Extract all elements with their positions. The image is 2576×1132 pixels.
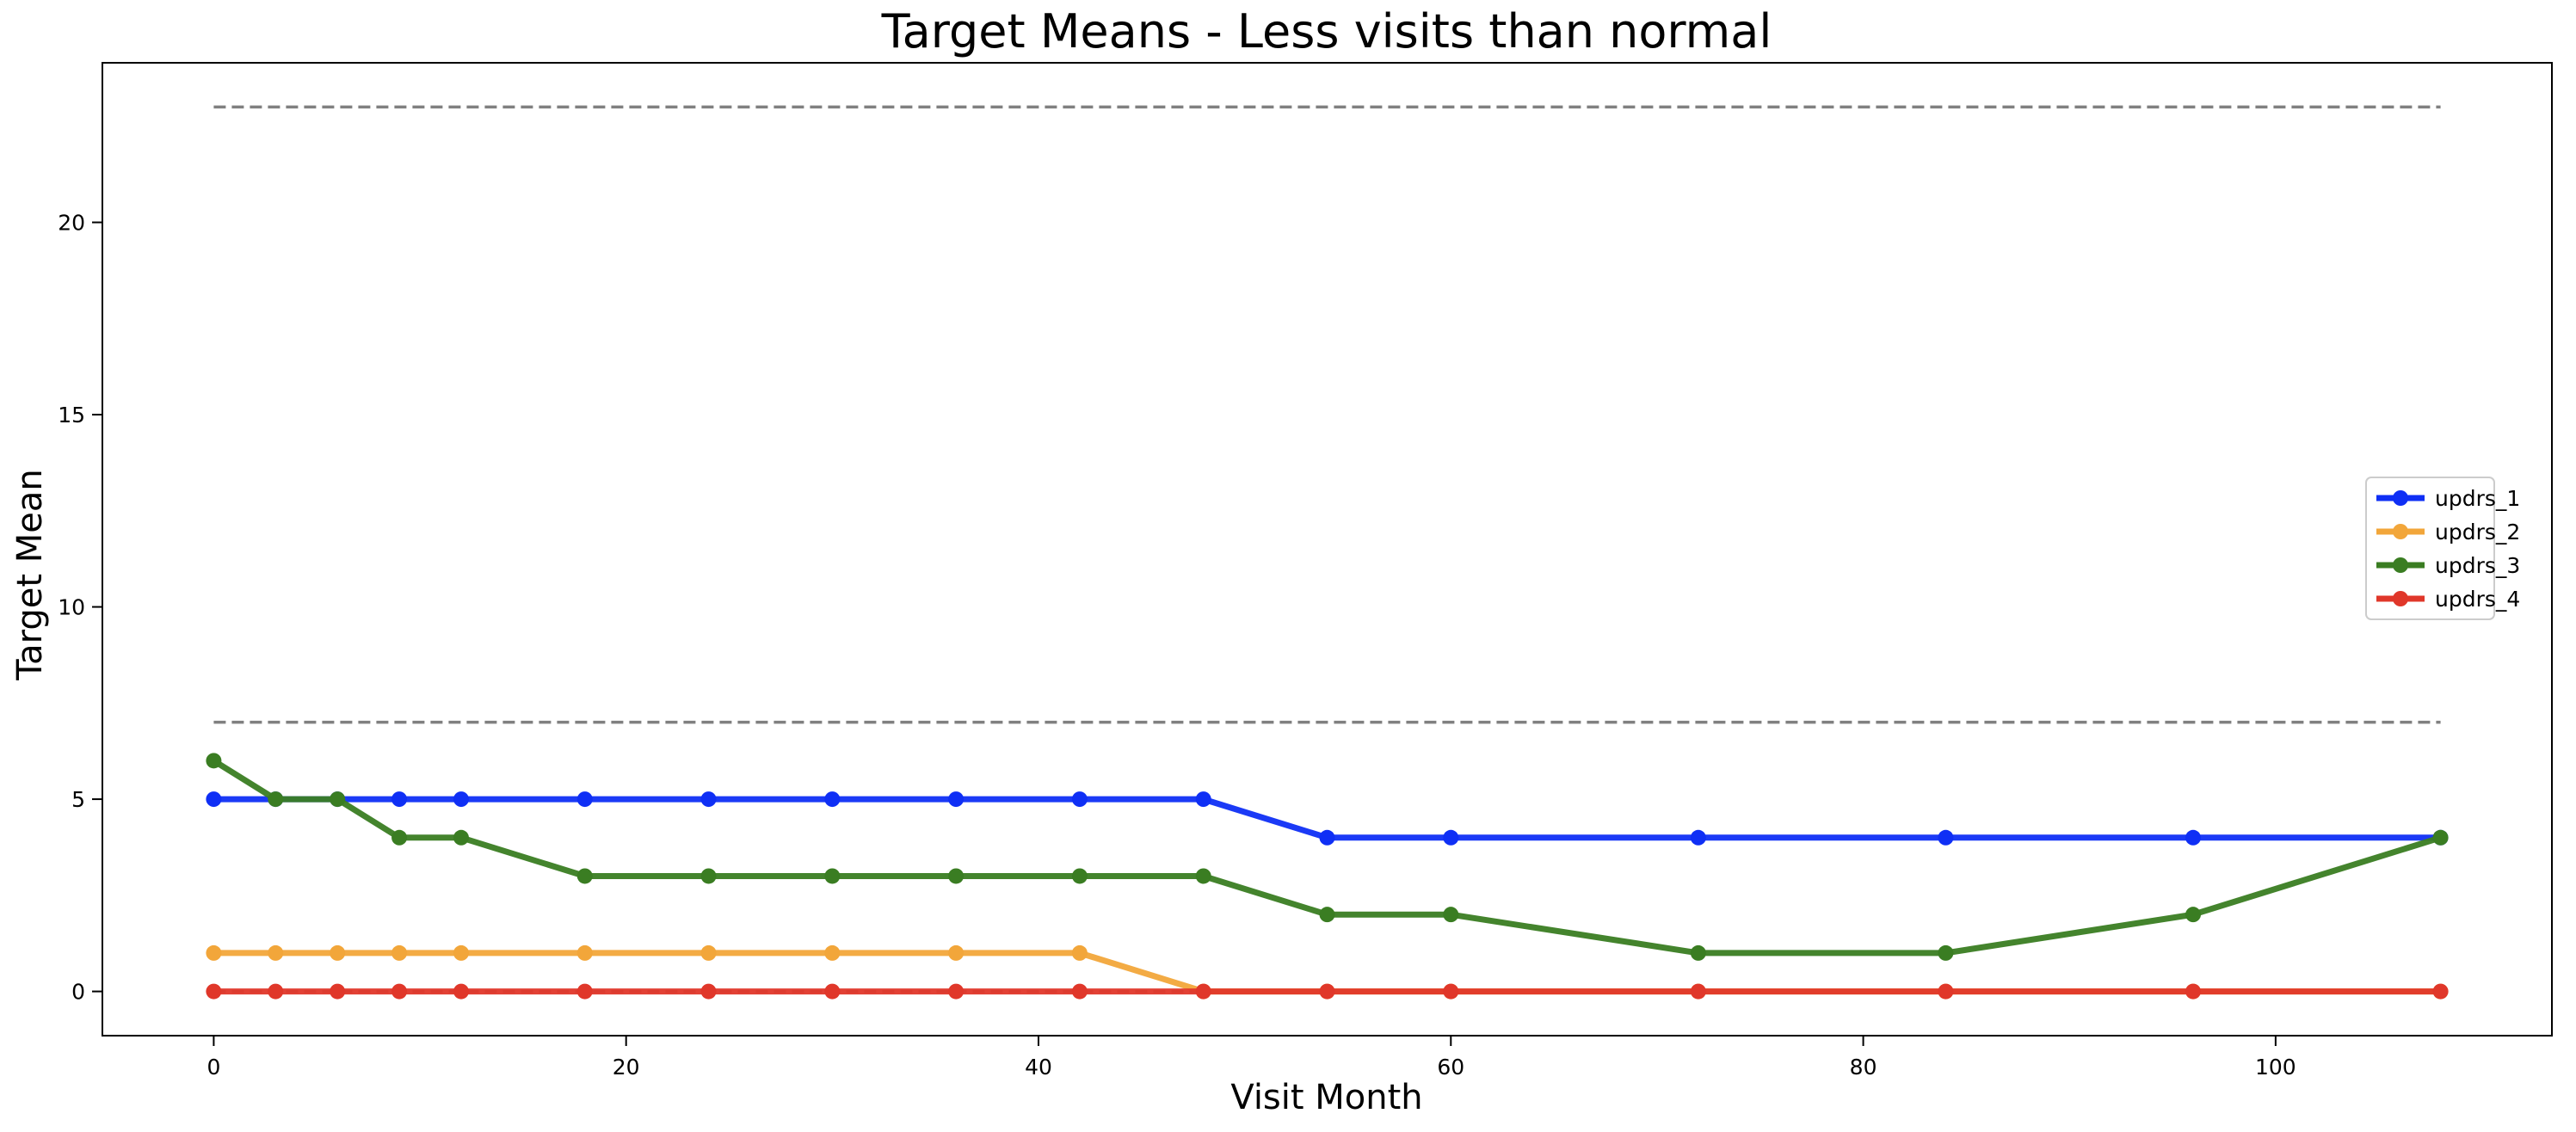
data-point-updrs_3	[824, 868, 841, 884]
y-tick-label: 15	[58, 403, 85, 428]
data-point-updrs_4	[948, 983, 964, 1000]
data-point-updrs_1	[1319, 829, 1335, 846]
data-point-updrs_3	[700, 868, 717, 884]
data-point-updrs_4	[576, 983, 593, 1000]
data-point-updrs_3	[948, 868, 964, 884]
data-point-updrs_3	[391, 829, 408, 846]
y-tick-label: 5	[71, 787, 85, 812]
data-point-updrs_1	[453, 791, 469, 808]
data-point-updrs_4	[1319, 983, 1335, 1000]
data-point-updrs_2	[700, 944, 717, 961]
x-tick-label: 40	[1025, 1055, 1052, 1080]
data-point-updrs_2	[1071, 944, 1088, 961]
data-point-updrs_3	[1319, 907, 1335, 923]
series-line-updrs_3	[210, 757, 2444, 957]
data-point-updrs_3	[2432, 829, 2449, 846]
data-point-updrs_1	[576, 791, 593, 808]
data-point-updrs_1	[1195, 791, 1211, 808]
data-point-updrs_4	[206, 983, 222, 1000]
data-point-updrs_3	[453, 829, 469, 846]
data-point-updrs_1	[1443, 829, 1459, 846]
x-tick-label: 60	[1437, 1055, 1464, 1080]
data-point-updrs_3	[1938, 944, 1954, 961]
data-point-updrs_4	[1195, 983, 1211, 1000]
data-point-updrs_2	[576, 944, 593, 961]
data-point-updrs_3	[1195, 868, 1211, 884]
data-point-updrs_3	[576, 868, 593, 884]
data-point-updrs_2	[948, 944, 964, 961]
legend-box	[2365, 477, 2495, 620]
legend-marker-updrs_3	[2393, 557, 2408, 573]
data-point-updrs_1	[1071, 791, 1088, 808]
x-tick-label: 20	[613, 1055, 640, 1080]
plot-area: 0 20 40 60 80 10005101520updrs_1updrs_2updrs_…	[58, 62, 2553, 1080]
legend-label-updrs_3: updrs_3	[2435, 553, 2520, 578]
data-point-updrs_3	[1071, 868, 1088, 884]
y-axis-label: Target Mean	[10, 469, 50, 680]
data-point-updrs_4	[700, 983, 717, 1000]
x-tick-label: 80	[1850, 1055, 1877, 1080]
data-point-updrs_4	[268, 983, 284, 1000]
chart-title: Target Means - Less visits than normal	[881, 4, 1772, 58]
data-point-updrs_3	[206, 753, 222, 769]
series-updrs_1	[206, 791, 2449, 846]
data-point-updrs_4	[453, 983, 469, 1000]
legend-marker-updrs_2	[2393, 524, 2408, 539]
legend: updrs_1 updrs_2 updrs_3 updrs_4	[2365, 477, 2520, 620]
data-point-updrs_3	[268, 791, 284, 808]
y-tick-label: 10	[58, 595, 85, 620]
x-tick-label: 0	[206, 1055, 220, 1080]
data-point-updrs_2	[824, 944, 841, 961]
data-point-updrs_4	[1938, 983, 1954, 1000]
series-updrs_3	[206, 753, 2449, 961]
data-point-updrs_1	[824, 791, 841, 808]
x-tick-label: 100	[2255, 1055, 2296, 1080]
data-point-updrs_4	[1690, 983, 1706, 1000]
series-updrs_4	[206, 983, 2449, 1000]
data-point-updrs_4	[1071, 983, 1088, 1000]
data-point-updrs_2	[453, 944, 469, 961]
data-point-updrs_2	[268, 944, 284, 961]
data-point-updrs_1	[1690, 829, 1706, 846]
data-point-updrs_1	[206, 791, 222, 808]
data-point-updrs_4	[1443, 983, 1459, 1000]
x-axis-label: Visit Month	[1230, 1078, 1422, 1117]
data-point-updrs_2	[330, 944, 346, 961]
legend-label-updrs_1: updrs_1	[2435, 486, 2520, 511]
y-tick-label: 20	[58, 211, 85, 236]
data-point-updrs_2	[391, 944, 408, 961]
data-point-updrs_2	[206, 944, 222, 961]
legend-label-updrs_2: updrs_2	[2435, 520, 2520, 544]
data-point-updrs_1	[1938, 829, 1954, 846]
data-point-updrs_1	[700, 791, 717, 808]
legend-label-updrs_4: updrs_4	[2435, 587, 2520, 612]
legend-marker-updrs_4	[2393, 591, 2408, 606]
data-point-updrs_1	[391, 791, 408, 808]
plot-frame	[102, 62, 2553, 1037]
data-point-updrs_4	[2185, 983, 2202, 1000]
data-point-updrs_1	[948, 791, 964, 808]
data-point-updrs_3	[1443, 907, 1459, 923]
data-point-updrs_4	[2432, 983, 2449, 1000]
data-point-updrs_3	[330, 791, 346, 808]
data-point-updrs_4	[330, 983, 346, 1000]
y-tick-label: 0	[71, 980, 85, 1005]
data-point-updrs_1	[2185, 829, 2202, 846]
data-point-updrs_4	[391, 983, 408, 1000]
data-point-updrs_4	[824, 983, 841, 1000]
data-point-updrs_3	[2185, 907, 2202, 923]
data-point-updrs_3	[1690, 944, 1706, 961]
legend-marker-updrs_1	[2393, 490, 2408, 506]
